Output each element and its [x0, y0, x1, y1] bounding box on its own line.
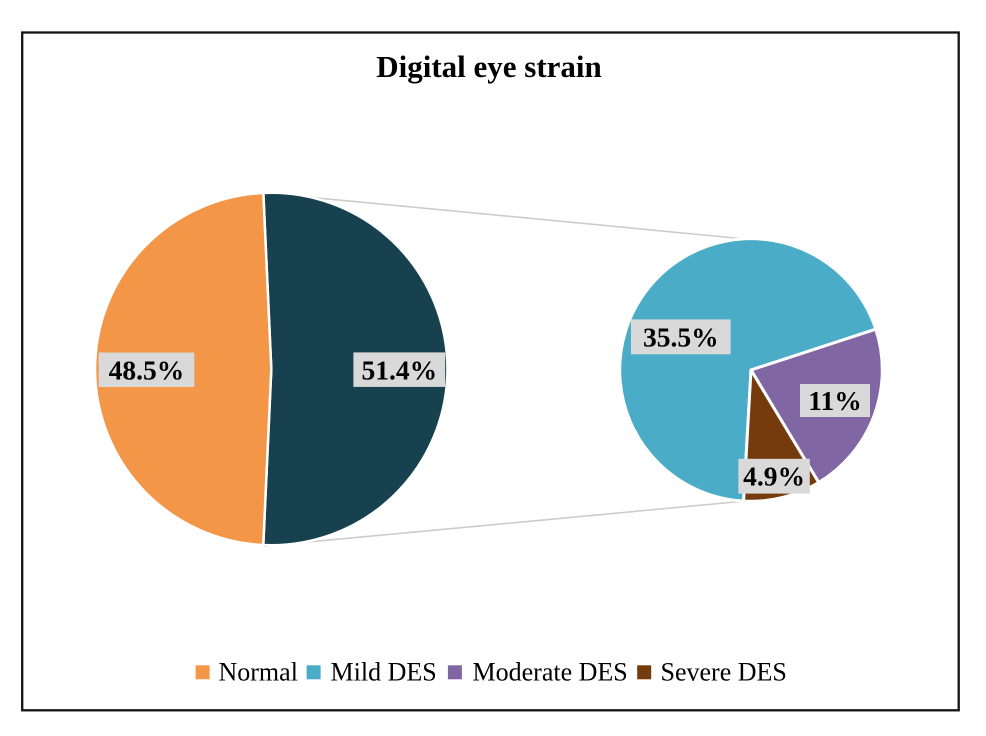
svg-text:11%: 11%: [808, 385, 861, 416]
svg-text:Mild DES: Mild DES: [331, 658, 437, 687]
svg-text:4.9%: 4.9%: [743, 461, 805, 492]
svg-text:Moderate DES: Moderate DES: [473, 658, 628, 687]
svg-text:35.5%: 35.5%: [643, 321, 719, 352]
svg-text:Severe DES: Severe DES: [661, 658, 787, 687]
svg-text:48.5%: 48.5%: [109, 354, 185, 385]
svg-text:Digital eye strain: Digital eye strain: [376, 49, 602, 84]
svg-text:51.4%: 51.4%: [361, 354, 437, 385]
svg-text:Normal: Normal: [219, 658, 298, 687]
